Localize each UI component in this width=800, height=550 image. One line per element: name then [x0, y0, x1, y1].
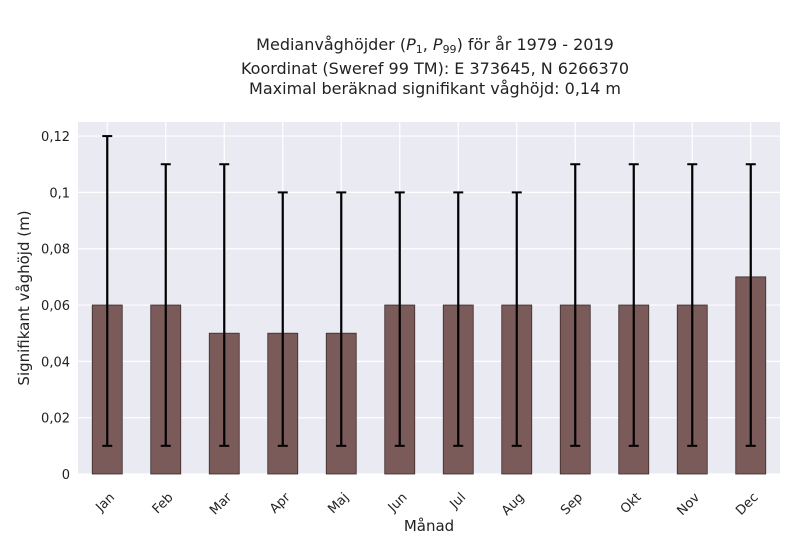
x-tick-label: Okt [618, 490, 645, 517]
x-tick-label: Dec [733, 490, 761, 518]
chart-title-line-3: Maximal beräknad signifikant våghöjd: 0,… [249, 79, 621, 98]
y-tick-label: 0,04 [41, 355, 70, 370]
x-tick-label: Jul [447, 490, 469, 512]
title-p99-subscript: 99 [442, 43, 457, 56]
x-tick-label: Maj [325, 490, 352, 517]
title-p1-letter: P [406, 35, 416, 54]
x-axis-label: Månad [404, 517, 454, 535]
chart-title-line-2: Koordinat (Sweref 99 TM): E 373645, N 62… [240, 59, 630, 78]
title-separator: , [422, 35, 433, 54]
chart-title-line-1: Medianvåghöjder (P1, P99) för år 1979 - … [0, 35, 800, 56]
y-tick-label: 0,08 [41, 243, 70, 258]
error-bars [102, 135, 756, 447]
title-prefix: Medianvåghöjder ( [256, 35, 407, 54]
x-tick-label: Aug [499, 490, 528, 519]
y-axis-ticks: 0 0,02 0,04 0,06 0,08 0,1 0,12 [41, 130, 70, 483]
y-tick-label: 0,12 [41, 130, 70, 145]
title-p99-letter: P [432, 35, 443, 54]
y-tick-label: 0 [62, 468, 70, 483]
title-p1-subscript: 1 [415, 43, 423, 56]
x-tick-label: Apr [267, 490, 294, 517]
y-tick-label: 0,06 [41, 299, 70, 314]
x-axis-ticks: Jan Feb Mar Apr Maj Jun Jul Aug Sep Okt Nov Dec [93, 490, 762, 519]
x-tick-label: Jan [93, 490, 118, 515]
x-tick-label: Sep [558, 490, 586, 518]
y-axis-label: Signifikant våghöjd (m) [15, 210, 33, 385]
title-suffix: ) för år 1979 - 2019 [456, 35, 614, 54]
plot-area [78, 122, 780, 474]
y-tick-label: 0,02 [41, 412, 70, 427]
x-tick-label: Feb [150, 490, 177, 517]
y-tick-label: 0,1 [49, 186, 70, 201]
x-tick-label: Nov [675, 490, 704, 519]
x-tick-label: Mar [207, 490, 235, 518]
x-tick-label: Jun [385, 490, 411, 516]
